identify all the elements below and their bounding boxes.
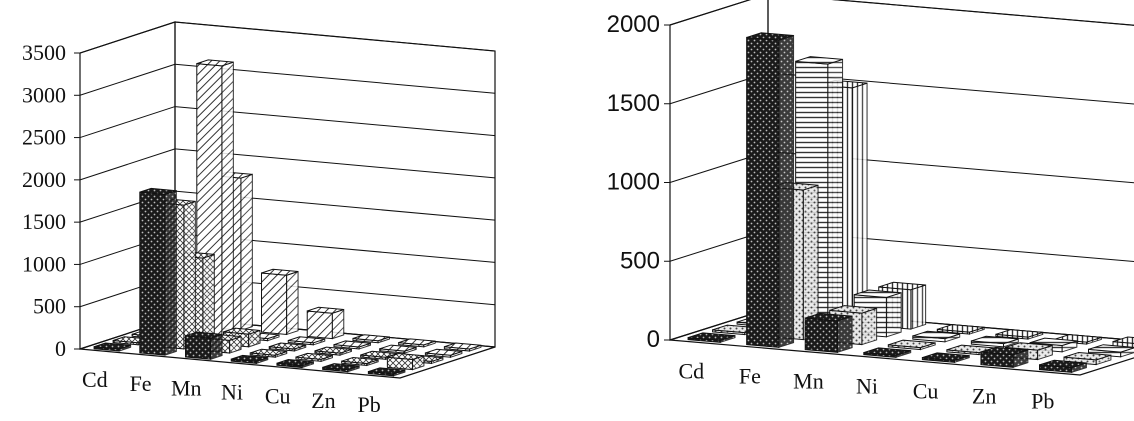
bar-cu-s5 bbox=[352, 334, 390, 344]
x-label-ni: Ni bbox=[856, 374, 878, 399]
y-tick-label: 0 bbox=[647, 326, 660, 353]
gridline-side bbox=[79, 21, 176, 54]
bar-fe-s1 bbox=[139, 187, 177, 356]
bar-cu-s4 bbox=[333, 340, 371, 350]
y-tick-label: 0 bbox=[55, 336, 66, 361]
bar-ni-s2 bbox=[249, 348, 288, 358]
bar-cu-s1 bbox=[276, 359, 314, 369]
bar-cu-s2 bbox=[295, 352, 333, 363]
x-label-fe: Fe bbox=[739, 364, 761, 389]
x-label-cd: Cd bbox=[82, 367, 108, 392]
chart-left: 0 500 1000 1500 2000 2500 3000 3500 Cd Fe Mn Ni Cu Zn… bbox=[22, 21, 496, 417]
bar-ni-s4 bbox=[287, 336, 326, 346]
y-tick-label: 2000 bbox=[607, 11, 660, 38]
bar-zn-s2 bbox=[341, 356, 379, 367]
bar-pb-s3 bbox=[1088, 344, 1134, 358]
bar-zn-s1 bbox=[980, 346, 1029, 369]
gridline-side bbox=[79, 106, 176, 139]
bars bbox=[93, 59, 482, 377]
bar-mn-s1 bbox=[185, 331, 223, 360]
floor bbox=[669, 308, 1134, 376]
x-label-pb: Pb bbox=[358, 392, 381, 417]
bar-pb-s4 bbox=[424, 348, 463, 358]
bar-zn-s5 bbox=[398, 338, 436, 348]
y-tick-label: 1000 bbox=[607, 169, 660, 196]
x-label-mn: Mn bbox=[171, 375, 202, 400]
gridline-side bbox=[669, 0, 751, 26]
bars bbox=[687, 32, 1134, 374]
y-tick-label: 1000 bbox=[22, 251, 66, 276]
x-category-labels: Cd Fe Mn Ni Cu Zn Pb bbox=[82, 367, 381, 417]
x-label-fe: Fe bbox=[130, 371, 152, 396]
bar-cd-s1 bbox=[93, 342, 132, 352]
x-label-ni: Ni bbox=[221, 380, 243, 405]
bar-ni-s3 bbox=[912, 330, 961, 343]
x-label-cu: Cu bbox=[913, 379, 939, 404]
bar-cd-s1 bbox=[687, 332, 736, 344]
bar-pb-s2 bbox=[386, 352, 425, 371]
x-label-zn: Zn bbox=[311, 388, 335, 413]
bar-ni-s1 bbox=[863, 347, 912, 359]
bar-ni-s1 bbox=[230, 354, 269, 365]
y-tick-label: 1500 bbox=[607, 90, 660, 117]
y-tick-label: 1500 bbox=[22, 209, 66, 234]
y-tick-label: 500 bbox=[620, 247, 660, 274]
chart-right: 0 500 1000 1500 2000 Cd Fe Mn Ni Cu Zn Pb bbox=[607, 0, 1134, 414]
bar-fe-s1 bbox=[746, 32, 795, 349]
y-tick-label: 3500 bbox=[22, 40, 66, 65]
bar-ni-s3 bbox=[268, 342, 307, 352]
bar-pb-s1 bbox=[367, 367, 406, 377]
bar-cu-s1 bbox=[921, 352, 970, 364]
y-tick-label: 500 bbox=[33, 294, 66, 319]
bar-pb-s5 bbox=[443, 342, 482, 352]
gridline-back bbox=[174, 21, 496, 52]
bar-pb-s1 bbox=[1039, 359, 1087, 374]
gridline-side bbox=[79, 63, 176, 96]
bar-zn-s1 bbox=[322, 363, 360, 373]
bar-cu-s3 bbox=[970, 335, 1019, 348]
bar-ni-s2 bbox=[887, 339, 936, 351]
y-tick-label: 3000 bbox=[22, 82, 66, 107]
x-category-labels: Cd Fe Mn Ni Cu Zn Pb bbox=[678, 359, 1054, 414]
bar-mn-s5 bbox=[261, 268, 299, 336]
y-tick-label: 2000 bbox=[22, 167, 66, 192]
x-label-mn: Mn bbox=[793, 369, 824, 394]
gridline-side bbox=[79, 148, 176, 181]
bar-ni-s5 bbox=[306, 306, 345, 340]
bar-ni-s4 bbox=[936, 324, 985, 335]
bar-cu-s3 bbox=[314, 346, 352, 356]
bar-cu-s4 bbox=[995, 329, 1044, 340]
x-label-zn: Zn bbox=[972, 384, 996, 409]
gridline-back bbox=[832, 0, 1134, 26]
bar-zn-s4 bbox=[379, 344, 417, 354]
y-tick-label: 2500 bbox=[22, 125, 66, 150]
x-label-pb: Pb bbox=[1031, 389, 1054, 414]
bar-mn-s1 bbox=[804, 312, 853, 354]
x-label-cu: Cu bbox=[265, 384, 291, 409]
x-label-cd: Cd bbox=[678, 359, 704, 384]
chart-walls: 0 500 1000 1500 2000 2500 3000 3500 bbox=[22, 21, 496, 379]
